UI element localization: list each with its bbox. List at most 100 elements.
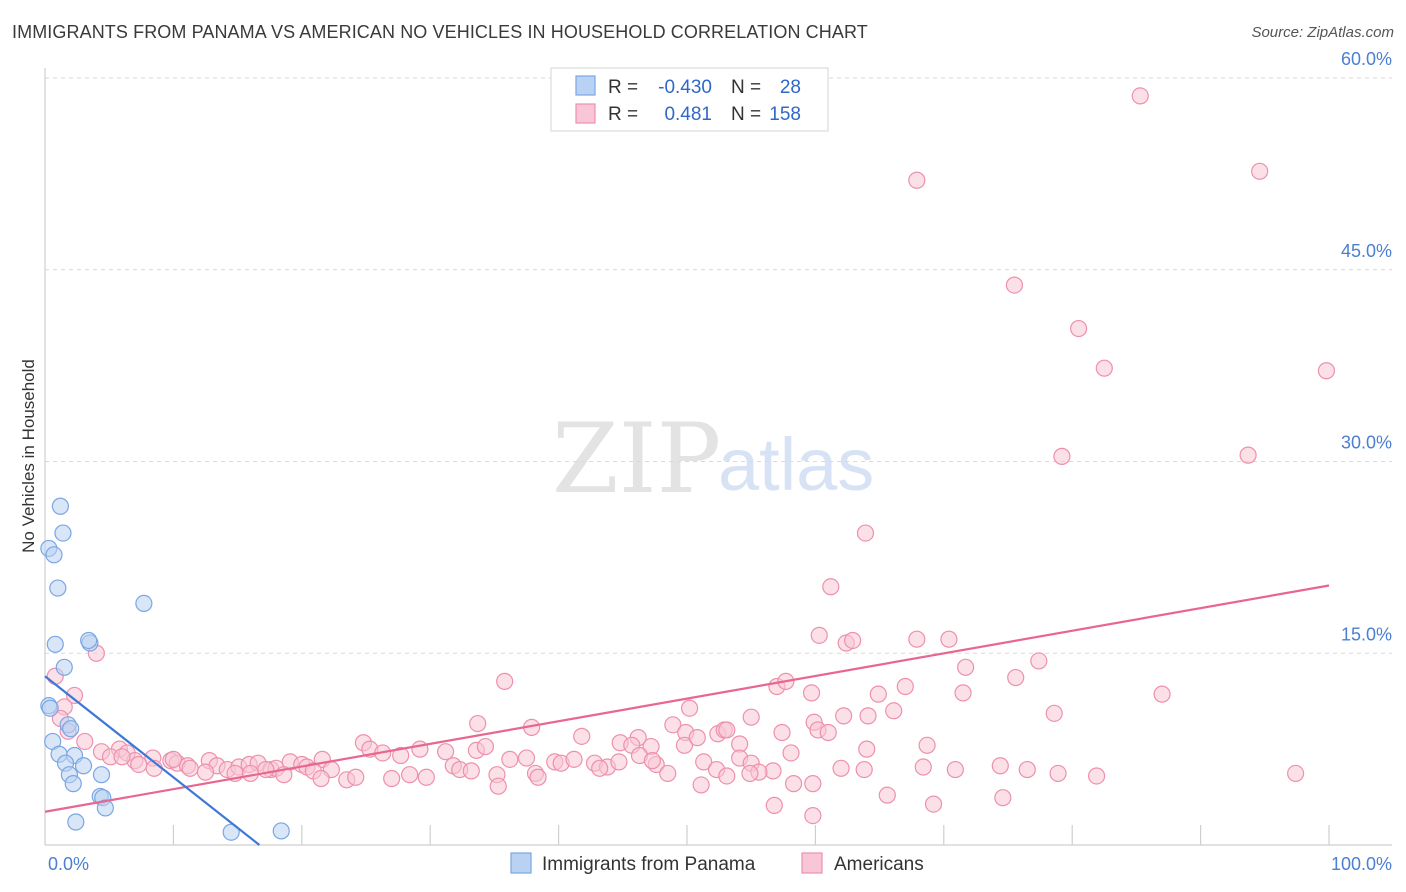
americans-point-116 (312, 769, 330, 788)
americans-point-86 (392, 746, 410, 765)
americans-point-56 (782, 744, 800, 762)
legend: Immigrants from Panama Americans (510, 852, 924, 875)
americans-point-26 (896, 677, 914, 696)
americans-point-14 (908, 630, 926, 648)
legend-swatch-americans (801, 852, 823, 874)
americans-point-5 (1095, 359, 1113, 377)
y-axis-title: No Vehicles in Household (19, 359, 38, 553)
gridlines (45, 77, 1392, 654)
americans-point-7 (1053, 447, 1071, 465)
americans-point-141 (914, 758, 932, 776)
stats-box-frame (550, 67, 829, 132)
watermark-zip: ZIP (552, 403, 721, 515)
x-tick-marks (172, 825, 1330, 845)
americans-point-147 (1287, 764, 1305, 783)
panama-point-20 (64, 775, 82, 793)
americans-point-148 (924, 795, 943, 813)
americans-point-138 (804, 775, 822, 793)
panama-point-13 (62, 720, 80, 738)
watermark: ZIP atlas (552, 403, 874, 515)
panama-point-24 (96, 799, 114, 817)
americans-point-91 (476, 737, 495, 756)
americans-point-135 (718, 767, 736, 785)
americans-point-36 (859, 707, 877, 725)
trend-lines (44, 584, 1330, 846)
panama-point-21 (92, 766, 111, 784)
panama-point-8 (80, 631, 98, 650)
americans-point-4 (1070, 319, 1088, 338)
americans-point-13 (844, 631, 862, 650)
americans-point-121 (417, 768, 435, 786)
panama-point-1 (45, 546, 63, 564)
americans-point-139 (855, 760, 873, 779)
americans-point-40 (664, 716, 682, 734)
stats-swatch-pink (575, 103, 596, 124)
americans-point-23 (496, 672, 514, 690)
americans-point-46 (573, 727, 591, 745)
americans-point-2 (1251, 162, 1269, 180)
americans-point-0 (1131, 87, 1149, 105)
watermark-atlas: atlas (718, 423, 874, 506)
americans-trend-line (44, 584, 1330, 813)
source-label: Source: ZipAtlas.com (1251, 24, 1394, 41)
chart-title: IMMIGRANTS FROM PANAMA VS AMERICAN NO VE… (12, 22, 868, 42)
americans-point-102 (688, 729, 706, 747)
americans-point-63 (113, 748, 131, 766)
americans-point-146 (1087, 767, 1106, 785)
americans-point-50 (773, 723, 791, 742)
stats-n-label-2: N = (731, 104, 761, 125)
panama-point-4 (49, 579, 67, 597)
stats-n-value-2: 158 (769, 104, 801, 125)
legend-label-panama: Immigrants from Panama (542, 854, 756, 875)
americans-point-129 (610, 753, 628, 771)
americans-point-33 (835, 707, 853, 725)
americans-point-103 (695, 753, 713, 771)
americans-point-51 (718, 721, 736, 739)
americans-point-145 (1049, 764, 1067, 783)
panama-point-11 (41, 699, 59, 717)
americans-point-127 (565, 750, 583, 768)
stats-swatch-blue (575, 75, 596, 96)
americans-point-149 (765, 796, 783, 814)
y-tick-label-45: 45.0% (1341, 241, 1392, 261)
americans-point-11 (810, 626, 828, 644)
panama-points (40, 497, 290, 841)
americans-point-133 (692, 776, 710, 794)
americans-point-150 (994, 789, 1012, 807)
americans-point-132 (659, 764, 677, 783)
americans-point-131 (643, 752, 661, 770)
americans-point-120 (401, 766, 419, 784)
americans-point-125 (529, 768, 547, 786)
americans-point-19 (957, 658, 975, 676)
americans-point-32 (680, 699, 699, 717)
americans-point-8 (1239, 446, 1257, 464)
americans-points (46, 87, 1336, 825)
americans-point-113 (257, 760, 275, 779)
panama-point-3 (54, 524, 72, 542)
americans-point-112 (241, 764, 260, 783)
panama-point-2 (51, 497, 70, 515)
americans-point-15 (940, 630, 958, 648)
americans-point-34 (1045, 704, 1063, 722)
legend-label-americans: Americans (834, 854, 924, 875)
americans-point-124 (489, 777, 507, 795)
americans-point-31 (885, 702, 903, 720)
americans-point-152 (832, 759, 850, 777)
americans-point-88 (437, 743, 455, 761)
americans-point-1 (908, 171, 926, 189)
stats-r-label-1: R = (608, 77, 638, 98)
americans-point-28 (1153, 685, 1171, 703)
americans-point-95 (517, 749, 536, 767)
x-tick-label-min: 0.0% (48, 854, 89, 874)
americans-point-118 (347, 768, 365, 786)
americans-point-65 (130, 755, 148, 774)
panama-point-27 (272, 822, 290, 840)
x-tick-label-max: 100.0% (1331, 854, 1392, 874)
panama-trend-line (44, 675, 261, 846)
americans-point-70 (181, 759, 199, 777)
stats-n-value-1: 28 (780, 77, 801, 98)
americans-point-20 (1007, 668, 1025, 687)
americans-point-119 (383, 769, 401, 788)
panama-point-5 (135, 594, 153, 612)
y-tick-label-30: 30.0% (1341, 433, 1392, 453)
